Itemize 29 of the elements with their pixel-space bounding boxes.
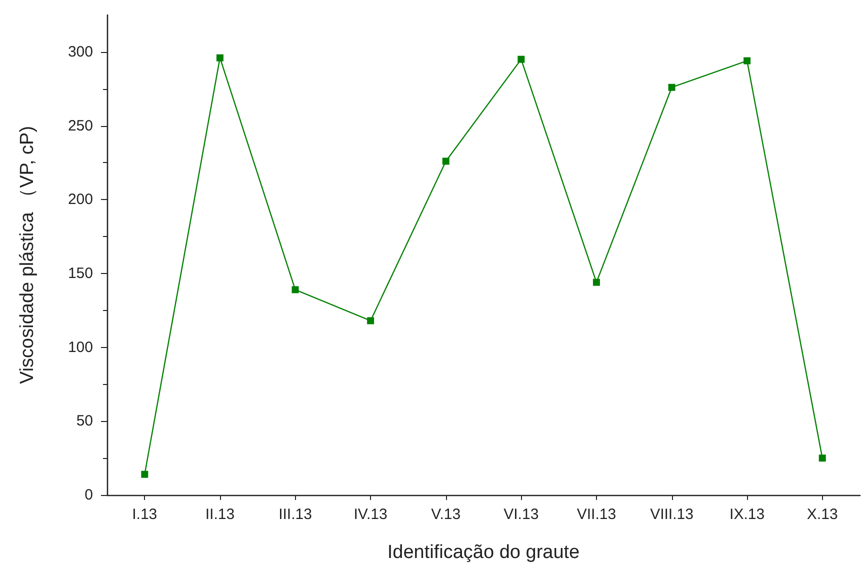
x-tick-label: I.13 (132, 506, 158, 523)
point (442, 158, 450, 165)
point (367, 317, 374, 324)
x-tick-label: IX.13 (730, 506, 765, 523)
y-tick-label: 300 (68, 43, 93, 60)
x-tick-label: VII.13 (576, 506, 616, 523)
x-tick-label: II.13 (205, 506, 235, 523)
point (518, 56, 525, 63)
x-tick-label: X.13 (806, 506, 838, 523)
x-tick-label: IV.13 (354, 506, 388, 523)
y-tick-label: 150 (68, 264, 93, 282)
x-tick-label: VIII.13 (650, 506, 694, 523)
point (292, 286, 299, 294)
point (744, 57, 751, 64)
y-axis-title: Viscosidade plástica （VP, cP) (17, 126, 38, 384)
x-tick-label: V.13 (431, 506, 461, 523)
y-tick-label: 50 (76, 412, 93, 430)
point (141, 470, 148, 478)
x-tick-label: III.13 (278, 506, 312, 523)
point (216, 54, 224, 62)
x-tick-label: VI.13 (504, 506, 539, 523)
point (818, 454, 826, 462)
y-tick-label: 100 (68, 338, 93, 356)
y-tick-label: 250 (68, 117, 93, 134)
point (668, 84, 676, 91)
x-axis-title: Identificação do graute (387, 542, 580, 563)
point (592, 278, 600, 286)
y-tick-label: 0 (84, 486, 93, 504)
y-tick-label: 200 (68, 191, 93, 208)
